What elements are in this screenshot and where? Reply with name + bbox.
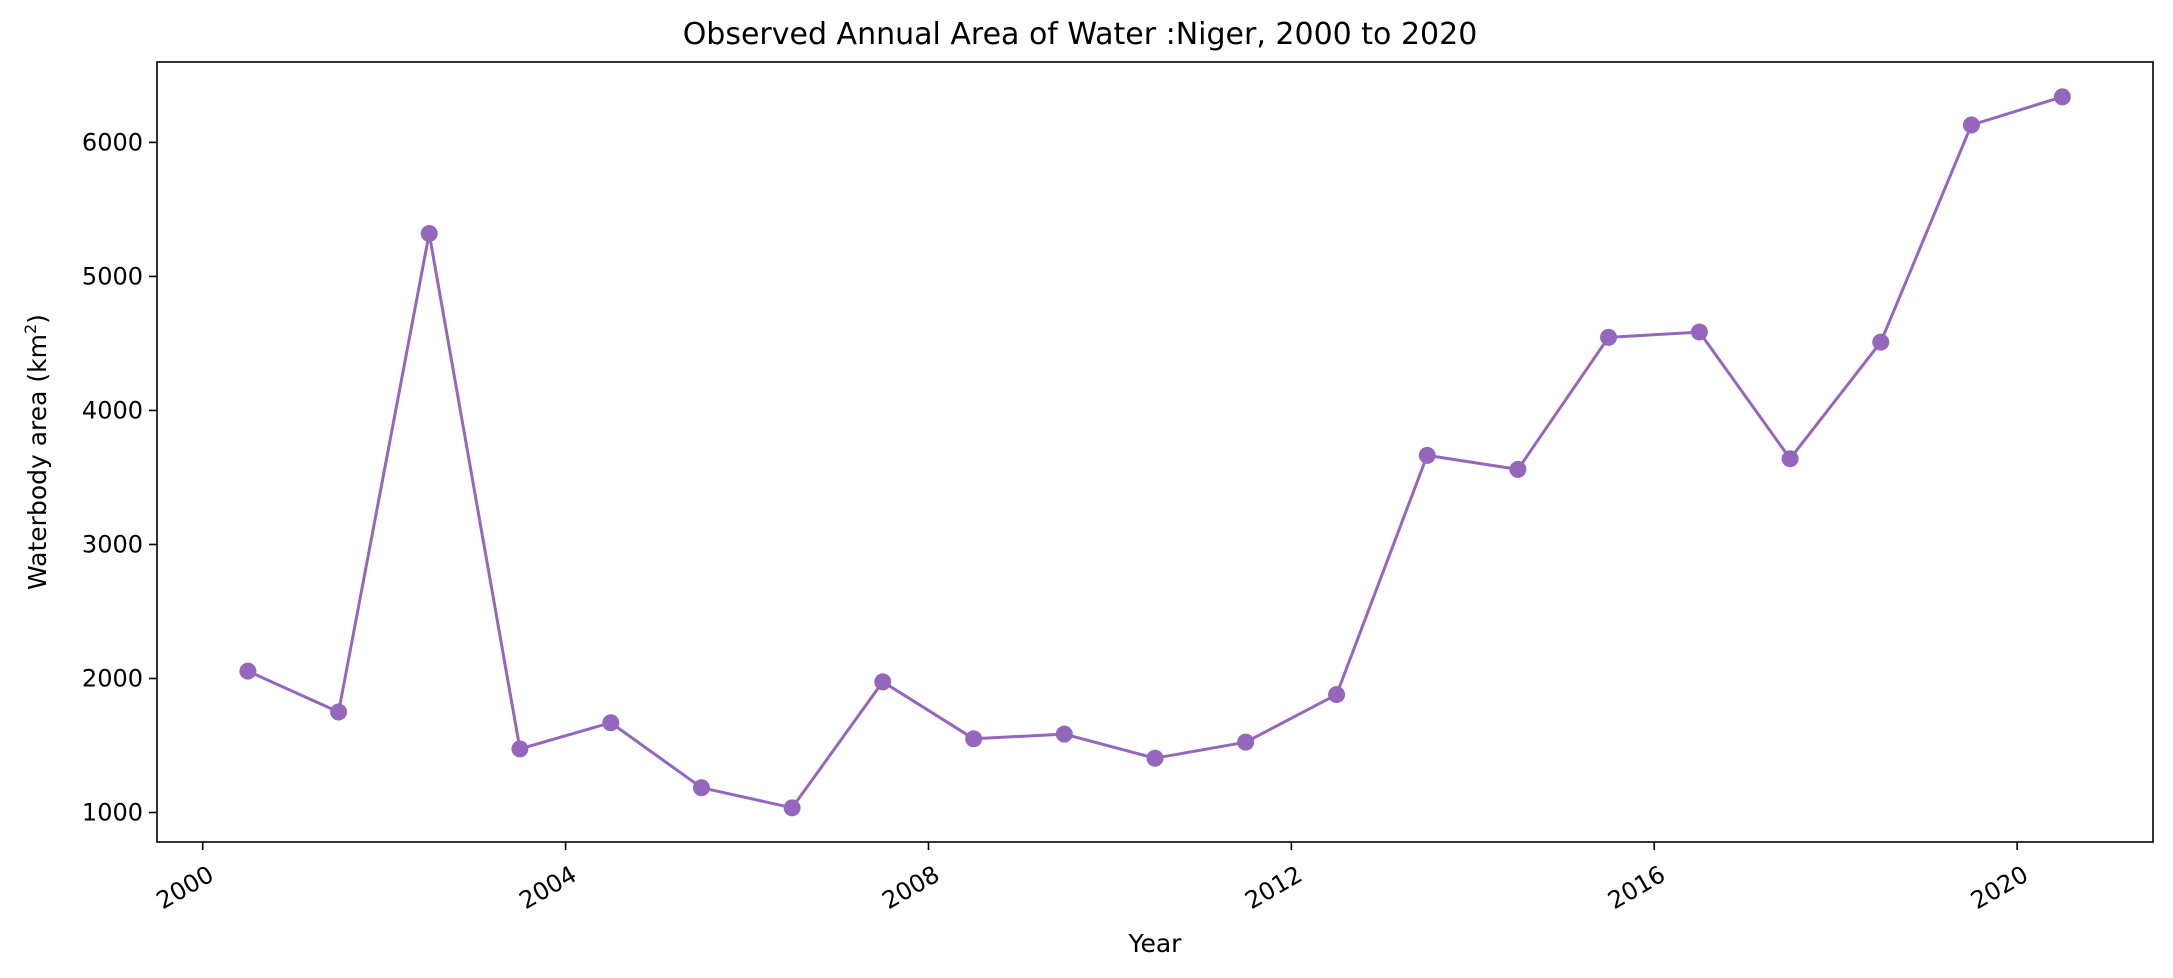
y-axis-label-text: Waterbody area (km (23, 334, 52, 590)
data-point (965, 730, 983, 748)
data-point (2053, 88, 2071, 106)
y-tick-label: 2000 (82, 664, 143, 692)
x-axis-label: Year (1128, 929, 1183, 958)
y-tick-label: 1000 (82, 799, 143, 827)
y-axis-label: Waterbody area (km2) (21, 314, 52, 590)
data-point (1055, 725, 1073, 743)
data-point (1690, 323, 1708, 341)
x-tick-label: 2012 (1240, 860, 1307, 915)
chart-title: Observed Annual Area of Water :Niger, 20… (683, 17, 1478, 52)
data-point (1146, 749, 1164, 767)
data-point (420, 225, 438, 243)
data-point (1237, 733, 1255, 751)
x-tick-label: 2016 (1603, 860, 1670, 915)
data-point (330, 703, 348, 721)
data-point (1418, 446, 1436, 464)
data-point (692, 779, 710, 797)
x-tick-label: 2008 (877, 860, 944, 915)
data-point (1328, 686, 1346, 704)
plot-border (156, 61, 2154, 843)
y-tick-label: 5000 (82, 262, 143, 290)
plot-area (156, 61, 2154, 843)
data-point (602, 714, 620, 732)
y-tick-label: 6000 (82, 128, 143, 156)
data-point (1962, 116, 1980, 134)
data-point (1781, 450, 1799, 468)
data-point (1600, 328, 1618, 346)
data-point (1509, 460, 1527, 478)
x-tick-label: 2000 (152, 860, 219, 915)
data-point (239, 662, 257, 680)
x-tick-label: 2004 (514, 860, 581, 915)
series-layer (239, 88, 2071, 817)
y-tick-label: 4000 (82, 396, 143, 424)
data-point (874, 673, 892, 691)
x-tick-label: 2020 (1966, 860, 2033, 915)
y-axis: 1000 2000 3000 4000 5000 6000 (82, 128, 157, 827)
x-axis: 2000 2004 2008 2012 2016 2020 (152, 842, 2033, 915)
data-point (1872, 333, 1890, 351)
data-point (511, 740, 529, 758)
data-point (783, 799, 801, 817)
y-tick-label: 3000 (82, 530, 143, 558)
y-axis-label-superscript: 2 (21, 324, 40, 334)
y-axis-label-close: ) (23, 314, 52, 324)
